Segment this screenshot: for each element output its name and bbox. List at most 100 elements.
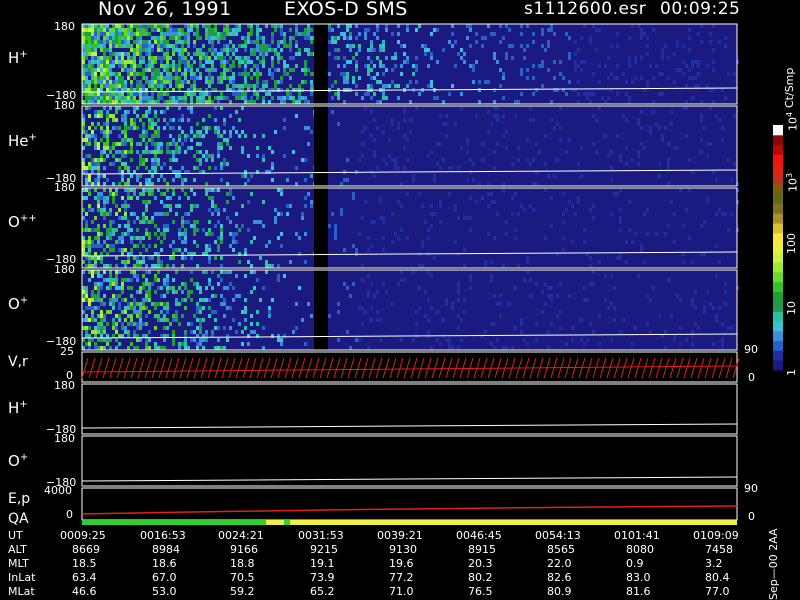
spectrogram-oplusplus-cell (94, 236, 97, 240)
spectrogram-heplus-cell (430, 150, 433, 154)
spectrogram-hplus-cell (151, 72, 154, 76)
spectrogram-oplus-cell (106, 322, 109, 326)
spectrogram-oplus-cell (658, 314, 661, 318)
spectrogram-oplusplus-cell (175, 248, 178, 252)
spectrogram-oplus-cell (457, 286, 460, 290)
spectrogram-hplus-cell (106, 68, 109, 72)
spectrogram-hplus-cell (151, 28, 154, 32)
spectrogram-hplus-cell (463, 52, 466, 56)
spectrogram-hplus-cell (376, 100, 379, 104)
spectrogram-oplus-cell (97, 270, 100, 274)
spectrogram-heplus-cell (376, 126, 379, 130)
spectrogram-heplus-cell (82, 162, 85, 166)
spectrogram-hplus-cell (616, 92, 619, 96)
spectrogram-heplus-cell (262, 158, 265, 162)
spectrogram-oplusplus-cell (235, 232, 238, 236)
spectrogram-oplus-cell (157, 314, 160, 318)
spectrogram-oplus-cell (424, 314, 427, 318)
spectrogram-oplus-cell (133, 298, 136, 302)
spectrogram-hplus-cell (412, 72, 415, 76)
spectrogram-hplus-cell (379, 80, 382, 84)
spectrogram-hplus-cell (115, 24, 118, 28)
spectrogram-oplus-cell (295, 302, 298, 306)
spectrogram-hplus-cell (526, 68, 529, 72)
spectrogram-oplus-cell (166, 318, 169, 322)
spectrogram-oplusplus-cell (157, 264, 160, 268)
spectrogram-oplus-cell (712, 342, 715, 346)
spectrogram-hplus-cell (274, 52, 277, 56)
spectrogram-heplus-cell (160, 174, 163, 178)
spectrogram-oplus-cell (127, 306, 130, 310)
spectrogram-oplus-cell (214, 310, 217, 314)
colorbar-swatch (773, 213, 783, 224)
spectrogram-hplus-cell (307, 68, 310, 72)
spectrogram-hplus-cell (82, 92, 85, 96)
spectrogram-oplus-cell (112, 318, 115, 322)
spectrogram-oplusplus-cell (124, 260, 127, 264)
spectrogram-oplusplus-cell (205, 232, 208, 236)
spectrogram-oplusplus-cell (118, 216, 121, 220)
spectrogram-oplusplus-cell (280, 244, 283, 248)
spectrogram-hplus-cell (262, 48, 265, 52)
spectrogram-hplus-cell (304, 48, 307, 52)
spectrogram-heplus-cell (307, 126, 310, 130)
spectrogram-hplus-cell (214, 96, 217, 100)
spectrogram-oplusplus-cell (502, 188, 505, 192)
spectrogram-oplus-cell (148, 330, 151, 334)
colorbar-unit: Ct/Smp (783, 67, 796, 108)
spectrogram-oplusplus-cell (142, 236, 145, 240)
spectrogram-hplus-cell (604, 64, 607, 68)
spectrogram-oplusplus-cell (271, 264, 274, 268)
spectrogram-heplus-cell (208, 166, 211, 170)
spectrogram-hplus-cell (304, 28, 307, 32)
spectrogram-hplus-cell (142, 76, 145, 80)
spectrogram-heplus-cell (622, 114, 625, 118)
spectrogram-oplusplus-cell (220, 228, 223, 232)
spectrogram-oplusplus-cell (139, 252, 142, 256)
spectrogram-hplus-cell (187, 28, 190, 32)
spectrogram-hplus-cell (361, 96, 364, 100)
spectrogram-hplus-cell (139, 80, 142, 84)
spectrogram-hplus-cell (502, 72, 505, 76)
spectrogram-oplusplus-cell (526, 260, 529, 264)
spectrogram-hplus-cell (583, 60, 586, 64)
spectrogram-hplus-cell (259, 48, 262, 52)
spectrogram-hplus-cell (187, 32, 190, 36)
spectrogram-hplus-cell (289, 28, 292, 32)
colorbar-swatch (773, 134, 783, 146)
spectrogram-oplus-cell (721, 322, 724, 326)
spectrogram-heplus-cell (250, 174, 253, 178)
spectrogram-hplus-cell (370, 68, 373, 72)
spectrogram-heplus-cell (136, 150, 139, 154)
spectrogram-oplusplus-cell (160, 212, 163, 216)
spectrogram-hplus-cell (115, 100, 118, 104)
spectrogram-oplusplus-cell (427, 228, 430, 232)
spectrogram-oplusplus-cell (370, 220, 373, 224)
spectrogram-oplus-cell (118, 306, 121, 310)
spectrogram-hplus-cell (217, 100, 220, 104)
spectrogram-hplus-cell (289, 96, 292, 100)
spectrogram-heplus-cell (190, 126, 193, 130)
spectrogram-oplus-cell (511, 346, 514, 350)
spectrogram-oplus-cell (199, 306, 202, 310)
spectrogram-heplus-cell (205, 130, 208, 134)
spectrogram-hplus-cell (634, 60, 637, 64)
spectrogram-heplus-cell (175, 158, 178, 162)
spectrogram-oplus-cell (100, 274, 103, 278)
spectrogram-hplus-cell (268, 100, 271, 104)
spectrogram-oplus-frame (81, 269, 738, 351)
spectrogram-heplus-cell (685, 106, 688, 110)
spectrogram-hplus-cell (208, 56, 211, 60)
spectrogram-oplus-cell (241, 342, 244, 346)
spectrogram-hplus-cell (652, 28, 655, 32)
spectrogram-hplus-cell (553, 76, 556, 80)
spectrogram-oplusplus-cell (196, 264, 199, 268)
spectrogram-oplusplus-cell (514, 228, 517, 232)
spectrogram-heplus-cell (157, 150, 160, 154)
spectrogram-hplus-cell (130, 88, 133, 92)
spectrogram-oplus-cell (145, 334, 148, 338)
spectrogram-hplus-cell (520, 68, 523, 72)
spectrogram-hplus-cell (289, 36, 292, 40)
spectrogram-oplusplus-cell (226, 200, 229, 204)
spectrogram-hplus-cell (694, 60, 697, 64)
